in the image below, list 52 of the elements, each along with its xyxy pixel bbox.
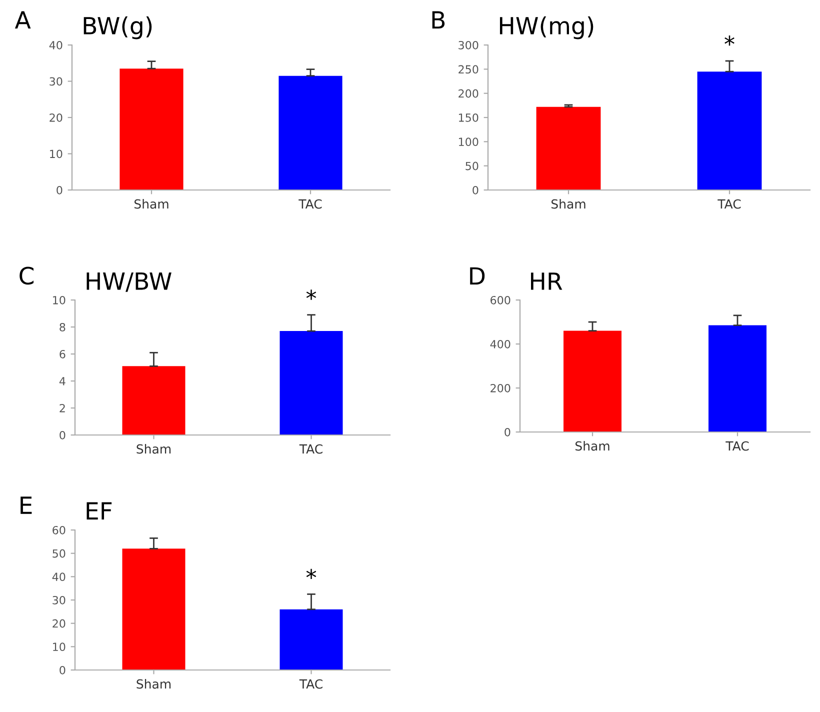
text: C: [20, 266, 34, 285]
x-tick-label: Sham: [551, 199, 586, 209]
y-tick-label: 50: [466, 162, 478, 170]
text: D: [470, 267, 485, 285]
x-tick-label: TAC: [298, 199, 322, 209]
chart-title: HW(mg): [500, 16, 594, 40]
y-tick-label: 300: [458, 40, 478, 50]
x-tick-label: TAC: [299, 679, 322, 689]
chart-title: EF: [86, 502, 112, 520]
chart-title: BW(g): [84, 16, 152, 40]
y-tick-label: 40: [52, 572, 66, 582]
y-tick-label: 20: [52, 619, 66, 628]
y-tick-label: 20: [50, 113, 62, 122]
y-tick-label: 100: [458, 138, 478, 146]
y-tick-label: 30: [52, 596, 66, 604]
y-tick-label: 10: [50, 150, 62, 158]
y-tick-label: 600: [490, 296, 510, 304]
x-tick-label: TAC: [718, 199, 741, 209]
y-tick-label: 0: [504, 428, 510, 436]
annotation: *: [724, 35, 734, 46]
y-tick-label: 10: [53, 642, 66, 652]
y-tick-label: 6: [60, 350, 66, 358]
y-tick-label: 40: [49, 40, 62, 50]
y-tick-label: 0: [60, 430, 66, 440]
y-tick-label: 400: [490, 340, 510, 348]
y-tick-label: 200: [490, 384, 510, 392]
x-tick-label: Sham: [136, 444, 171, 454]
y-tick-label: 0: [472, 186, 478, 194]
y-tick-label: 50: [52, 549, 66, 558]
x-tick-label: Sham: [575, 441, 610, 451]
text: E: [20, 496, 32, 514]
chart-title: HR: [531, 272, 562, 290]
text: B: [432, 11, 445, 28]
y-tick-label: 200: [458, 89, 478, 98]
x-tick-label: Sham: [134, 199, 168, 209]
text: *: [306, 290, 316, 300]
y-tick-label: 4: [59, 377, 66, 386]
y-tick-label: 150: [458, 113, 478, 122]
y-tick-label: 2: [60, 404, 65, 412]
y-tick-label: 250: [458, 65, 478, 74]
x-tick-label: Sham: [136, 679, 171, 689]
y-tick-label: 60: [52, 526, 66, 534]
x-tick-label: TAC: [299, 444, 322, 454]
chart-title: HW/BW: [86, 272, 172, 292]
x-tick-label: TAC: [726, 441, 749, 451]
annotation: *: [306, 568, 316, 579]
y-tick-label: 10: [53, 296, 66, 304]
text: A: [14, 11, 31, 28]
y-tick-label: 0: [56, 186, 62, 194]
y-tick-label: 0: [60, 666, 66, 674]
y-tick-label: 30: [50, 77, 62, 86]
y-tick-label: 8: [60, 322, 66, 332]
